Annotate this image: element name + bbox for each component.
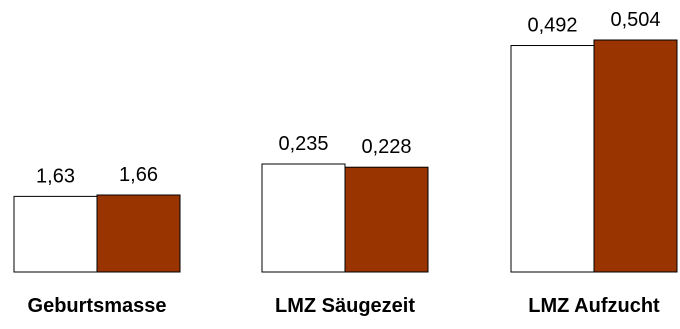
data-label: 0,504 — [610, 9, 660, 31]
bar-series-1 — [13, 195, 98, 273]
bar-series-2 — [96, 194, 181, 273]
chart-panel-2: 0,235 0,228 LMZ Säugezeit — [261, 133, 429, 317]
chart-panel-3: 0,492 0,504 LMZ Aufzucht — [510, 9, 678, 317]
data-label: 1,63 — [36, 165, 75, 187]
bar-series-1 — [261, 163, 346, 273]
data-label: 0,492 — [527, 15, 577, 37]
category-label: Geburtsmasse — [28, 295, 167, 317]
data-label: 0,235 — [278, 133, 328, 155]
category-label: LMZ Aufzucht — [528, 295, 660, 317]
category-label: LMZ Säugezeit — [275, 295, 415, 317]
data-label: 1,66 — [119, 164, 158, 186]
chart-panel-1: 1,63 1,66 Geburtsmasse — [13, 164, 181, 317]
data-label: 0,228 — [361, 136, 411, 158]
bar-series-2 — [593, 39, 678, 273]
bar-series-2 — [344, 166, 429, 273]
bar-series-1 — [510, 45, 595, 273]
